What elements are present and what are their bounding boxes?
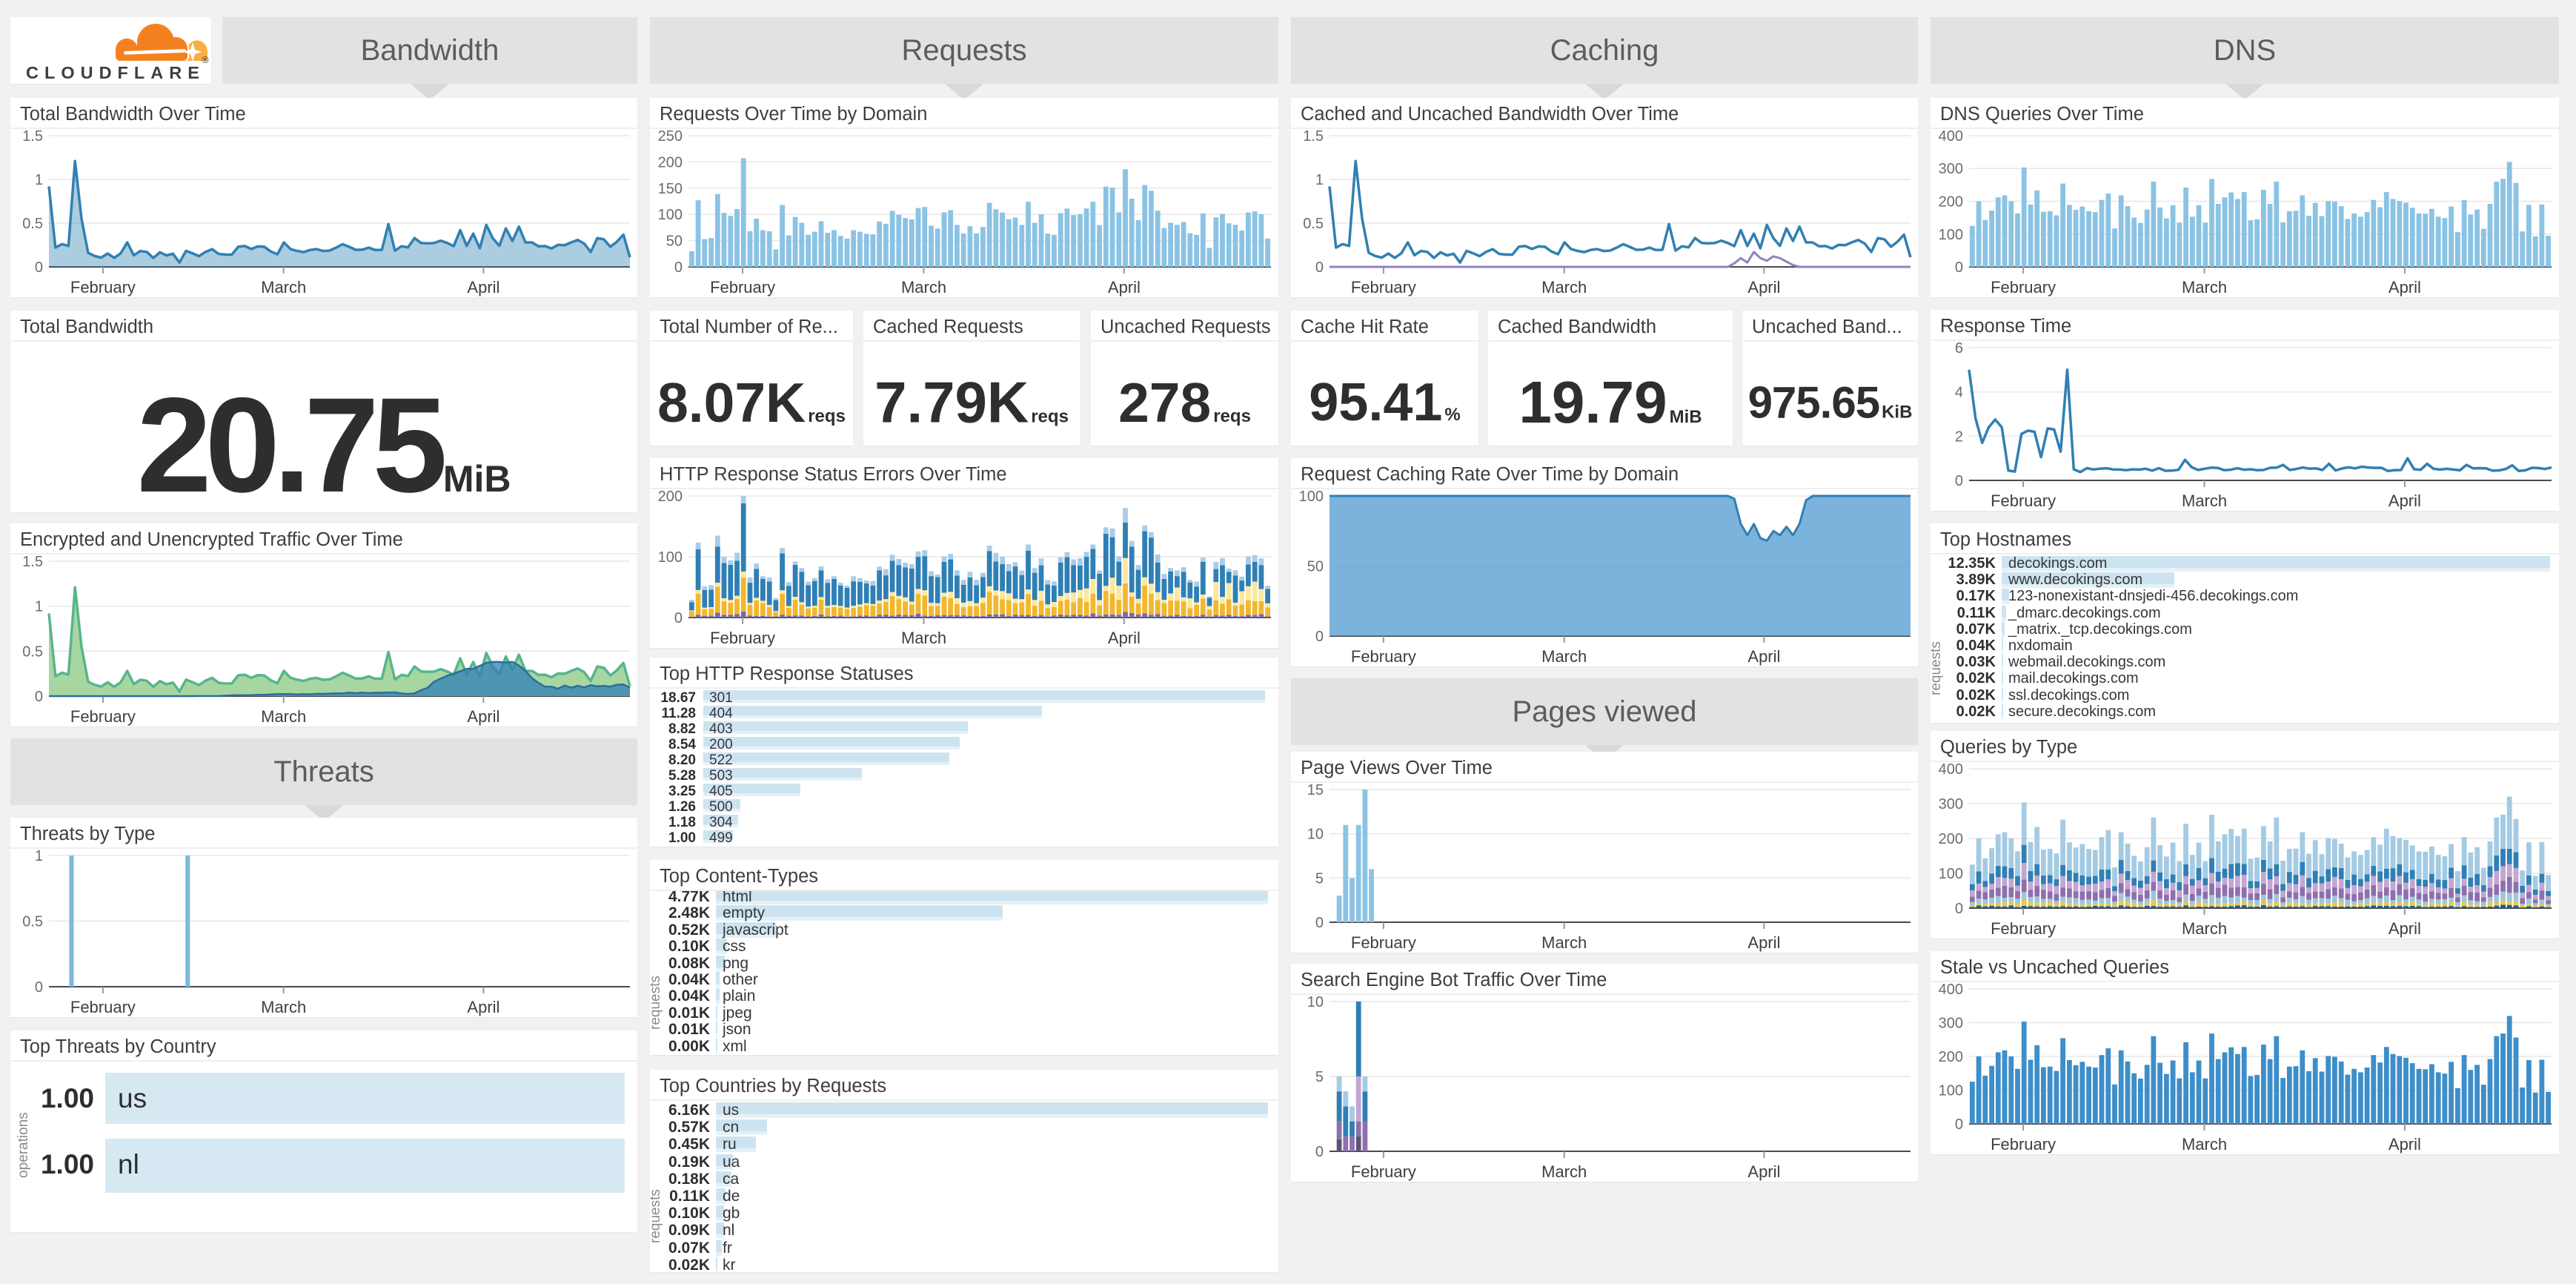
svg-text:March: March [2182, 278, 2227, 297]
svg-text:March: March [901, 278, 946, 297]
svg-text:10: 10 [1307, 995, 1324, 1010]
svg-text:100: 100 [658, 549, 683, 566]
svg-text:5: 5 [1315, 1069, 1324, 1085]
svg-text:March: March [1541, 647, 1587, 666]
svg-text:1.5: 1.5 [1303, 129, 1324, 145]
svg-text:0: 0 [35, 689, 43, 705]
svg-text:5: 5 [1315, 870, 1324, 887]
svg-text:February: February [710, 278, 775, 297]
svg-text:0: 0 [674, 610, 683, 626]
svg-text:0: 0 [1315, 629, 1324, 645]
svg-text:April: April [1747, 647, 1780, 666]
svg-text:February: February [1991, 919, 2056, 938]
svg-text:100: 100 [1939, 227, 1963, 243]
svg-text:April: April [467, 278, 499, 297]
svg-text:CLOUDFLARE: CLOUDFLARE [26, 63, 205, 82]
svg-text:April: April [467, 707, 499, 726]
svg-text:200: 200 [658, 489, 683, 505]
svg-text:February: February [1351, 278, 1416, 297]
svg-text:1.5: 1.5 [22, 129, 43, 145]
svg-text:0: 0 [1315, 1144, 1324, 1160]
svg-text:15: 15 [1307, 783, 1324, 798]
svg-text:February: February [1351, 933, 1416, 952]
svg-text:February: February [70, 707, 136, 726]
svg-text:March: March [901, 629, 946, 647]
svg-text:300: 300 [1939, 1016, 1963, 1032]
svg-text:10: 10 [1307, 827, 1324, 843]
svg-text:February: February [1991, 492, 2056, 510]
svg-text:100: 100 [1299, 489, 1324, 505]
svg-text:300: 300 [1939, 796, 1963, 813]
svg-text:February: February [70, 998, 136, 1016]
svg-text:February: February [1351, 647, 1416, 666]
svg-text:0: 0 [1955, 1116, 1963, 1133]
svg-text:February: February [1351, 1162, 1416, 1181]
svg-text:0.5: 0.5 [22, 216, 43, 232]
svg-text:1: 1 [35, 849, 43, 864]
svg-text:March: March [261, 278, 306, 297]
svg-text:February: February [1991, 278, 2056, 297]
svg-text:March: March [261, 998, 306, 1016]
svg-text:400: 400 [1939, 129, 1963, 145]
svg-text:March: March [1541, 1162, 1587, 1181]
svg-text:100: 100 [658, 207, 683, 223]
svg-text:March: March [1541, 278, 1587, 297]
svg-text:1: 1 [1315, 172, 1324, 188]
svg-text:February: February [710, 629, 775, 647]
svg-text:April: April [1747, 1162, 1780, 1181]
svg-text:0: 0 [674, 259, 683, 276]
svg-text:February: February [70, 278, 136, 297]
svg-text:150: 150 [658, 181, 683, 197]
svg-text:6: 6 [1955, 341, 1963, 357]
svg-text:March: March [2182, 1135, 2227, 1154]
svg-text:1: 1 [35, 172, 43, 188]
svg-text:0.5: 0.5 [22, 643, 43, 660]
svg-text:February: February [1991, 1135, 2056, 1154]
svg-text:200: 200 [1939, 194, 1963, 211]
svg-text:March: March [1541, 933, 1587, 952]
svg-text:4: 4 [1955, 385, 1963, 401]
svg-text:April: April [1108, 278, 1141, 297]
svg-text:250: 250 [658, 129, 683, 145]
svg-text:100: 100 [1939, 866, 1963, 882]
svg-text:April: April [2389, 1135, 2421, 1154]
svg-text:50: 50 [666, 234, 683, 250]
svg-text:1: 1 [35, 599, 43, 615]
svg-text:April: April [467, 998, 499, 1016]
svg-text:0: 0 [1955, 259, 1963, 276]
svg-text:0: 0 [35, 979, 43, 996]
svg-text:50: 50 [1307, 559, 1324, 575]
svg-text:0.5: 0.5 [1303, 216, 1324, 232]
svg-text:400: 400 [1939, 762, 1963, 778]
svg-text:April: April [1108, 629, 1141, 647]
svg-text:March: March [2182, 492, 2227, 510]
svg-text:0: 0 [1955, 901, 1963, 917]
svg-text:200: 200 [1939, 831, 1963, 847]
svg-text:®: ® [202, 54, 209, 65]
svg-text:April: April [2389, 492, 2421, 510]
svg-text:0.5: 0.5 [22, 914, 43, 930]
svg-text:2: 2 [1955, 428, 1963, 445]
svg-text:0: 0 [1955, 473, 1963, 489]
svg-text:March: March [261, 707, 306, 726]
svg-text:200: 200 [1939, 1049, 1963, 1065]
svg-text:100: 100 [1939, 1083, 1963, 1099]
svg-text:March: March [2182, 919, 2227, 938]
svg-text:1.5: 1.5 [22, 555, 43, 570]
svg-text:200: 200 [658, 154, 683, 171]
svg-text:0: 0 [1315, 915, 1324, 931]
svg-text:April: April [2389, 919, 2421, 938]
svg-text:0: 0 [35, 259, 43, 276]
svg-text:April: April [2389, 278, 2421, 297]
svg-text:400: 400 [1939, 982, 1963, 998]
svg-text:300: 300 [1939, 161, 1963, 177]
svg-text:April: April [1747, 278, 1780, 297]
svg-text:0: 0 [1315, 259, 1324, 276]
svg-text:April: April [1747, 933, 1780, 952]
